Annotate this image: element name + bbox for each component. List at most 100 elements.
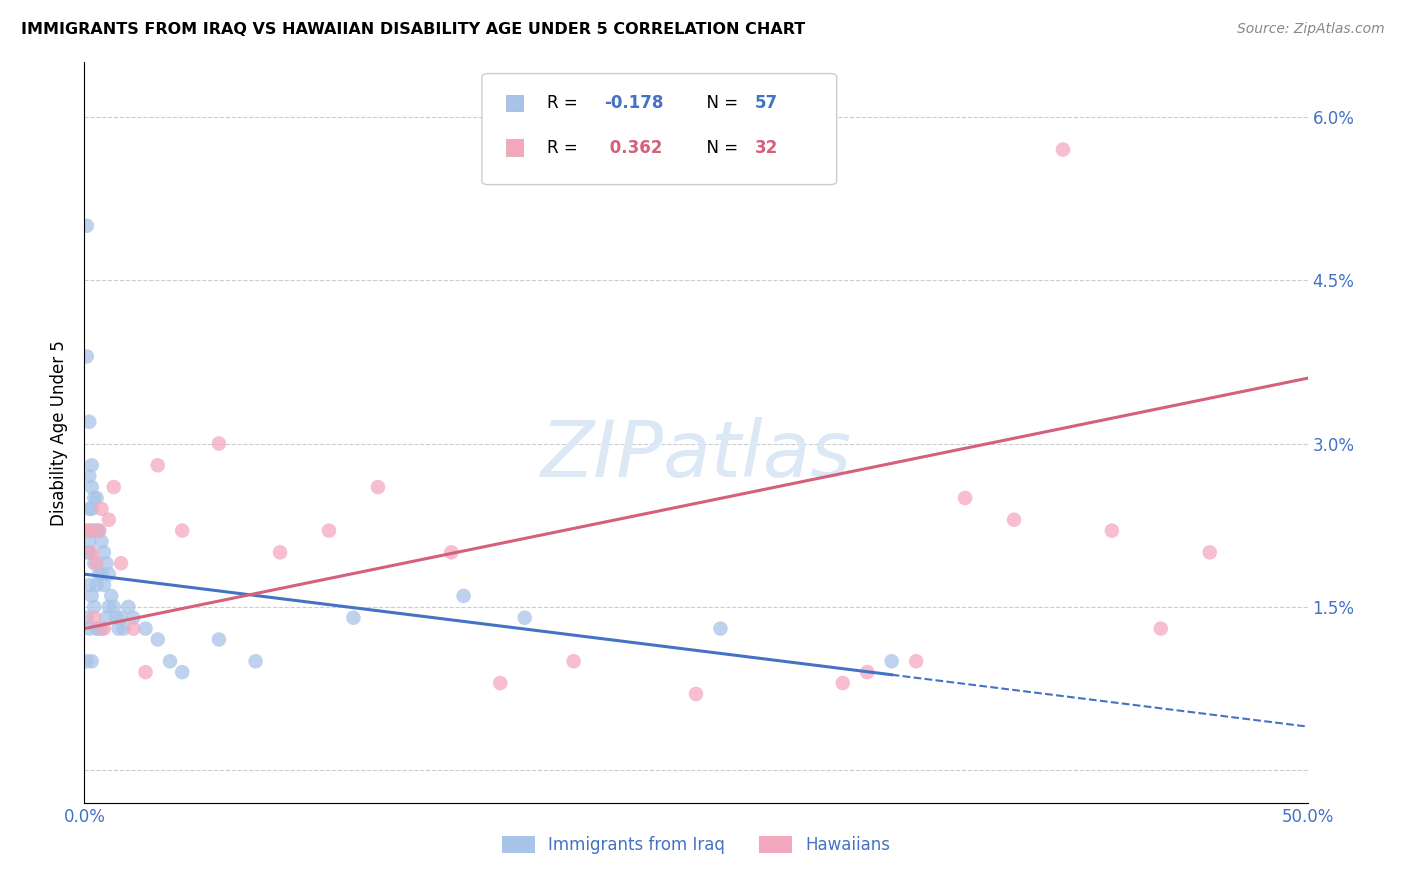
Point [122,622,145,636]
Bar [506,95,523,112]
Point [856,665,879,680]
Point [103,480,125,494]
Point [269,545,291,559]
Text: 57: 57 [755,95,778,112]
Point [100,589,122,603]
Point [76,524,98,538]
Point [905,654,928,668]
Point [93,622,115,636]
Point [953,491,976,505]
Point [685,687,707,701]
Point [86,622,108,636]
Point [208,436,231,450]
Point [80,524,103,538]
Point [76,545,98,559]
Point [245,654,267,668]
Point [86,524,108,538]
Point [135,622,157,636]
Point [83,524,105,538]
Point [97,567,120,582]
Point [440,545,463,559]
Text: ZIPatlas: ZIPatlas [540,417,852,493]
Point [318,524,340,538]
Point [146,458,169,473]
Point [90,501,112,516]
Text: IMMIGRANTS FROM IRAQ VS HAWAIIAN DISABILITY AGE UNDER 5 CORRELATION CHART: IMMIGRANTS FROM IRAQ VS HAWAIIAN DISABIL… [21,22,806,37]
Point [513,610,536,624]
Point [77,501,100,516]
Point [77,415,100,429]
Point [117,599,139,614]
Point [80,501,103,516]
Point [90,622,112,636]
Point [112,622,135,636]
Point [97,599,120,614]
Point [1198,545,1220,559]
Point [77,469,100,483]
Point [76,654,98,668]
Point [77,622,100,636]
Point [80,545,103,559]
Point [135,665,157,680]
Point [80,480,103,494]
FancyBboxPatch shape [482,73,837,185]
Bar [506,139,523,156]
Point [172,524,194,538]
Point [453,589,475,603]
Point [110,610,132,624]
Point [105,610,128,624]
Text: N =: N = [696,95,744,112]
Legend: Immigrants from Iraq, Hawaiians: Immigrants from Iraq, Hawaiians [495,830,897,861]
Text: Source: ZipAtlas.com: Source: ZipAtlas.com [1237,22,1385,37]
Point [208,632,231,647]
Point [80,654,103,668]
Point [103,599,125,614]
Point [880,654,903,668]
Point [77,524,100,538]
Point [96,556,118,570]
Point [1150,622,1173,636]
Point [87,622,110,636]
Point [367,480,389,494]
Point [87,524,110,538]
Point [1002,513,1025,527]
Point [87,524,110,538]
Point [107,622,129,636]
Point [80,458,103,473]
Point [489,676,512,690]
Point [86,556,108,570]
Point [86,578,108,592]
Point [562,654,585,668]
Point [93,578,115,592]
Point [87,567,110,582]
Point [90,534,112,549]
Point [122,610,145,624]
Point [76,350,98,364]
Point [77,545,100,559]
Point [110,556,132,570]
Text: 32: 32 [755,138,778,157]
Point [76,219,98,233]
Point [90,567,112,582]
Point [83,491,105,505]
Point [1101,524,1123,538]
Point [80,589,103,603]
Point [76,610,98,624]
Point [93,545,115,559]
Y-axis label: Disability Age Under 5: Disability Age Under 5 [51,340,69,525]
Point [709,622,731,636]
Text: 0.362: 0.362 [605,138,662,157]
Point [86,491,108,505]
Point [77,534,100,549]
Point [77,578,100,592]
Point [342,610,364,624]
Text: R =: R = [547,95,582,112]
Text: -0.178: -0.178 [605,95,664,112]
Point [83,556,105,570]
Point [96,610,118,624]
Text: N =: N = [696,138,744,157]
Point [83,610,105,624]
Point [172,665,194,680]
Text: R =: R = [547,138,582,157]
Point [159,654,181,668]
